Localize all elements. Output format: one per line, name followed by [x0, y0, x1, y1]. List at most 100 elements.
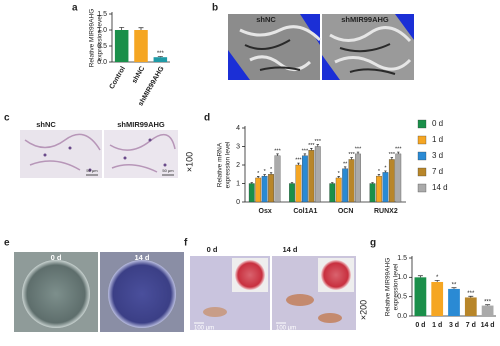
significance: *** [389, 152, 396, 158]
bar [289, 183, 295, 203]
y-tick-label: 0.5 [397, 294, 407, 301]
significance: * [436, 275, 439, 281]
x-tick-label: 1 d [432, 322, 442, 329]
bar [464, 297, 477, 316]
x-tick-label: Osx [259, 208, 272, 215]
alp-staining-images: 0 d 14 d [14, 252, 184, 332]
bar [302, 155, 308, 203]
y-tick-label: 1.0 [397, 274, 407, 281]
error-bar [371, 182, 374, 184]
panel-letter: g [370, 238, 376, 249]
y-tick-label: 0.0 [397, 313, 407, 320]
error-bar [343, 166, 347, 169]
significance: *** [484, 299, 492, 305]
x-tick-label: OCN [338, 208, 354, 215]
y-axis-label: Relative mRNA [217, 142, 224, 187]
x-tick-label: Col1A1 [293, 208, 317, 215]
significance: *** [295, 158, 302, 164]
y-tick-label: 1 [236, 180, 240, 187]
magnification: ×100 [184, 152, 194, 172]
y-tick-label: 1.5 [97, 11, 107, 18]
significance: * [384, 165, 387, 171]
error-bar [434, 280, 440, 282]
bar [382, 172, 389, 203]
image-label: shMIR99AHG [117, 120, 165, 129]
legend-swatch [417, 167, 427, 177]
y-tick-label: 3 [236, 143, 240, 150]
bar [255, 177, 262, 203]
error-bar [303, 153, 307, 156]
bar [335, 177, 342, 203]
error-bar [337, 176, 340, 178]
error-bar [276, 153, 279, 156]
bar [448, 288, 460, 316]
error-bar [417, 275, 423, 278]
significance: *** [274, 148, 281, 154]
y-axis-label: Relative MIR99AHG [385, 258, 392, 317]
error-bar [384, 170, 387, 173]
significance: * [338, 171, 341, 177]
image-label: 0 d [207, 245, 218, 254]
x-tick-label: Control [108, 65, 127, 90]
bar [342, 168, 349, 203]
error-bar [397, 151, 400, 154]
alizarin-red-images: 0 d 14 d 100 μm 100 μm ×200 [190, 245, 368, 332]
panel-letter: d [204, 113, 210, 124]
significance: * [264, 169, 267, 175]
error-bar [390, 157, 394, 160]
significance: *** [395, 147, 402, 153]
bar [308, 150, 315, 203]
bar [369, 183, 376, 203]
x-tick-label: 3 d [449, 322, 459, 329]
y-axis-label: expression level [393, 263, 400, 310]
bar [431, 281, 444, 316]
error-bar [138, 27, 144, 30]
bar [261, 175, 268, 203]
bar [388, 159, 395, 203]
panel-letter: f [184, 238, 188, 249]
error-bar [257, 176, 260, 178]
significance: *** [157, 51, 165, 57]
error-bar [263, 174, 266, 177]
legend-label: 7 d [432, 167, 443, 176]
significance: * [270, 167, 273, 173]
bar [314, 146, 321, 203]
image-label: 0 d [51, 253, 62, 262]
legend-swatch [417, 183, 427, 193]
y-axis-label: expression level [225, 141, 232, 188]
x-tick-label: 14 d [481, 322, 495, 329]
significance: * [257, 171, 260, 177]
y-tick-label: 1.0 [97, 27, 107, 34]
legend-label: 14 d [432, 183, 448, 192]
y-tick-label: 0.0 [97, 59, 107, 66]
error-bar [250, 182, 253, 184]
legend-label: 0 d [432, 119, 443, 128]
bar [114, 30, 129, 62]
x-tick-label: 0 d [415, 322, 425, 329]
legend-swatch [417, 151, 427, 161]
error-bar [297, 162, 300, 165]
significance: *** [302, 148, 309, 154]
bar [414, 277, 427, 316]
bar [153, 57, 168, 62]
x-tick-label: RUNX2 [374, 208, 398, 215]
error-bar [356, 151, 360, 154]
significance: *** [467, 291, 475, 297]
significance: *** [315, 139, 322, 145]
error-bar [350, 157, 353, 160]
y-tick-label: 0 [236, 199, 240, 206]
error-bar [485, 304, 491, 306]
error-bar [316, 144, 319, 147]
scale-bar-label: 100 μm [276, 326, 296, 332]
legend-swatch [417, 119, 427, 129]
significance: *** [348, 152, 355, 158]
scale-bar-label: 50 μm [86, 168, 98, 173]
y-tick-label: 2 [236, 162, 240, 169]
error-bar [468, 295, 474, 298]
bar [348, 159, 355, 203]
legend-swatch [417, 135, 427, 145]
bar [248, 183, 255, 203]
bar [395, 153, 402, 203]
error-bar [290, 182, 294, 184]
